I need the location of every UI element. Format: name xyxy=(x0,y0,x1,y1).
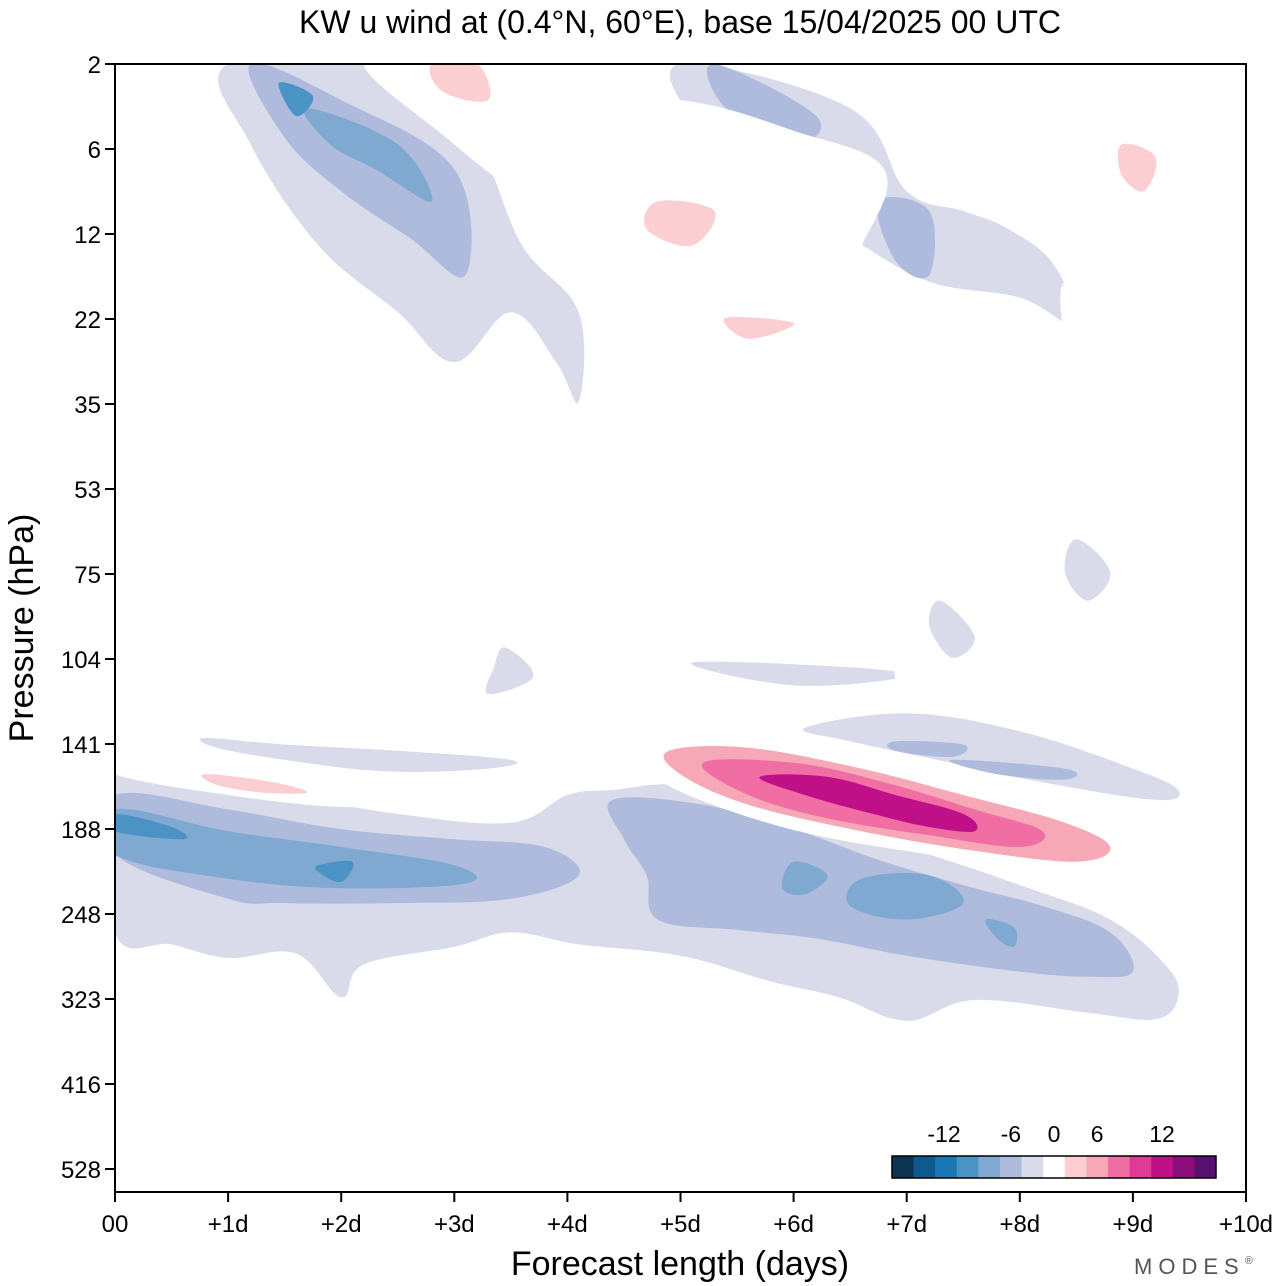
contour-neg-core-10b xyxy=(314,860,354,883)
contour-pos-upper-2i xyxy=(160,382,196,406)
contour-neg-mid-4c xyxy=(690,661,909,686)
colorbar-label: 0 xyxy=(1048,1121,1061,1147)
contour-neg-upper-6c xyxy=(876,196,936,279)
colorbar-label: -6 xyxy=(1001,1121,1021,1147)
colorbar-swatch xyxy=(1108,1156,1131,1178)
contour-pos-mid-2a xyxy=(360,701,557,739)
colorbar-label: 12 xyxy=(1149,1121,1175,1147)
y-axis: 2 6 12 22 35 53 75 104 141 188 248 323 416 528 xyxy=(61,52,115,1184)
x-tick-label: +8d xyxy=(999,1211,1040,1238)
y-tick-label: 248 xyxy=(61,902,101,929)
y-tick-label: 22 xyxy=(74,307,101,334)
x-tick-label: +6d xyxy=(773,1211,814,1238)
x-tick-label: +5d xyxy=(660,1211,701,1238)
colorbar-swatch xyxy=(1151,1156,1174,1178)
contour-neg-mid-4a xyxy=(199,737,518,772)
y-tick-label: 75 xyxy=(74,562,101,589)
y-tick-label: 416 xyxy=(61,1072,101,1099)
colorbar-swatch xyxy=(1194,1156,1217,1178)
x-tick-label: +1d xyxy=(208,1211,249,1238)
contour-neg-mid-4f xyxy=(1064,539,1111,601)
y-tick-label: 104 xyxy=(61,647,101,674)
y-tick-label: 141 xyxy=(61,732,101,759)
contour-neg-band-8c xyxy=(846,873,964,920)
contour-pos-upper-4b xyxy=(644,200,716,247)
contour-neg-band-8b xyxy=(781,861,828,896)
contour-pos-upper-4a xyxy=(429,64,491,102)
y-axis-title: Pressure (hPa) xyxy=(3,514,41,743)
contour-pos-upper-4c xyxy=(723,316,794,339)
contour-pos-upper-2b xyxy=(363,64,888,450)
contour-neg-band-8d xyxy=(985,919,1018,948)
x-tick-label: +2d xyxy=(321,1211,362,1238)
colorbar-swatch xyxy=(978,1156,1001,1178)
contour-neg-upper-8 xyxy=(303,108,433,202)
colorbar-swatch xyxy=(913,1156,936,1178)
colorbar-swatch xyxy=(1000,1156,1023,1178)
colorbar-swatch xyxy=(892,1156,915,1178)
contour-neg-upper-10 xyxy=(278,82,314,117)
modes-logo: MODES® xyxy=(1134,1254,1253,1279)
contour-pos-band-2 xyxy=(115,750,398,808)
contour-pos-jet-12 xyxy=(759,774,978,832)
contour-neg-mid-4d xyxy=(485,647,534,694)
x-tick-label: +9d xyxy=(1113,1211,1154,1238)
contour-pos-upper-2c xyxy=(972,64,1044,145)
x-tick-label: +3d xyxy=(434,1211,475,1238)
contour-neg-mid-6b xyxy=(949,759,1078,780)
colorbar-legend: -12 -6 0 6 12 xyxy=(891,1121,1217,1179)
contour-pos-upper-2f xyxy=(147,325,206,354)
colorbar-swatch xyxy=(956,1156,979,1178)
colorbar-swatch xyxy=(1172,1156,1195,1178)
contour-neg-upper-6 xyxy=(248,64,472,278)
contour-neg-mid-4b xyxy=(802,713,1180,801)
y-tick-label: 188 xyxy=(61,817,101,844)
contour-pos-mid-2c xyxy=(317,630,353,653)
y-tick-label: 53 xyxy=(74,477,101,504)
contour-pos-upper-2d xyxy=(1095,78,1246,382)
contour-neg-mid-4e xyxy=(928,600,975,658)
colorbar-swatch xyxy=(935,1156,958,1178)
x-tick-label: +7d xyxy=(886,1211,927,1238)
contour-pos-band-4 xyxy=(201,774,308,794)
colorbar-frame xyxy=(891,1155,1217,1179)
x-tick-label: +10d xyxy=(1219,1211,1273,1238)
x-tick-label: +4d xyxy=(547,1211,588,1238)
colorbar-swatch xyxy=(1021,1156,1044,1178)
contour-neg-mid-6 xyxy=(886,740,968,758)
contour-pos-upper-2a xyxy=(167,172,296,282)
x-axis-title: Forecast length (days) xyxy=(511,1245,849,1283)
y-tick-label: 2 xyxy=(88,52,101,79)
y-tick-label: 323 xyxy=(61,987,101,1014)
contour-neg-upper-6b xyxy=(706,64,821,145)
colorbar-swatch xyxy=(1043,1156,1066,1178)
colorbar-label: -12 xyxy=(927,1121,960,1147)
y-tick-label: 528 xyxy=(61,1157,101,1184)
x-axis: 00 +1d +2d +3d +4d +5d +6d +7d +8d +9d +10d xyxy=(102,1192,1273,1238)
contour-pos-upper-2h xyxy=(273,362,308,402)
contour-pos-mid-2d xyxy=(442,579,461,614)
contour-pos-mid-2b xyxy=(284,697,343,710)
y-tick-label: 12 xyxy=(74,222,101,249)
contour-pos-upper-2g xyxy=(227,317,308,349)
contour-neg-band-8a xyxy=(115,808,477,889)
contour-pos-upper-2k xyxy=(115,173,132,230)
contour-fills xyxy=(115,64,1246,1021)
y-tick-label: 6 xyxy=(88,137,101,164)
colorbar-swatch xyxy=(1086,1156,1109,1178)
colorbar-swatch xyxy=(1129,1156,1152,1178)
chart-title: KW u wind at (0.4°N, 60°E), base 15/04/2… xyxy=(299,4,1061,40)
contour-pos-mid-2e xyxy=(894,667,919,695)
contour-neg-core-10a xyxy=(115,813,188,840)
contour-pos-upper-4d xyxy=(1117,143,1157,192)
contour-pos-upper-2e xyxy=(1060,281,1111,384)
x-tick-label: 00 xyxy=(102,1211,129,1238)
colorbar-label: 6 xyxy=(1091,1121,1104,1147)
contour-pos-upper-2j xyxy=(724,451,783,474)
y-tick-label: 35 xyxy=(74,392,101,419)
colorbar-swatch xyxy=(1064,1156,1087,1178)
